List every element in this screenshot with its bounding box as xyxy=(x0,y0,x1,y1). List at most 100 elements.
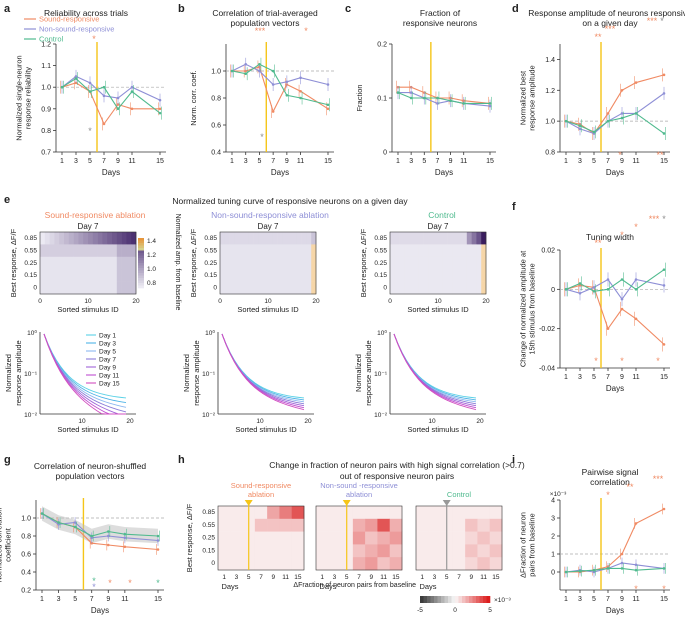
heatmap-cell xyxy=(452,244,458,258)
data-point xyxy=(102,122,106,126)
heatmap-cell xyxy=(428,244,434,258)
heatmap-cell xyxy=(78,281,84,295)
heatmap-cell xyxy=(258,256,264,270)
heatmap-cell xyxy=(418,269,424,282)
heatmap-cell xyxy=(68,256,74,270)
data-point xyxy=(57,523,60,526)
heatmap-cell xyxy=(306,244,312,258)
colorbar-cell xyxy=(423,596,428,603)
panel-letter-c: c xyxy=(345,3,351,15)
curve-y-label: response amplitude xyxy=(192,340,201,405)
x-tick-label: 5 xyxy=(88,158,92,165)
x-axis-label: Days xyxy=(435,168,453,177)
heatmap-cell xyxy=(68,269,74,282)
x-tick-label: 3 xyxy=(578,596,582,603)
heatmap-cell xyxy=(107,256,113,270)
heatmap-cell xyxy=(220,281,226,295)
heatmap-y-tick: 0.55 xyxy=(202,522,215,529)
data-point xyxy=(578,124,582,128)
heatmap-x-tick: 7 xyxy=(457,574,461,581)
heatmap-cell xyxy=(279,506,293,520)
heatmap-cell xyxy=(292,244,298,258)
data-point xyxy=(422,96,426,100)
significance-star: * xyxy=(156,578,160,588)
heatmap-cell xyxy=(418,256,424,270)
heatmap-cell xyxy=(44,256,50,270)
heatmap-cell xyxy=(230,518,243,532)
data-point xyxy=(409,96,413,100)
heatmap-cell xyxy=(107,269,113,282)
x-tick-label: 11 xyxy=(297,158,304,165)
heatmap-x-label: Sorted stimulus ID xyxy=(407,305,469,314)
chart-g-shuffled-correlation: Correlation of neuron-shuffledpopulation… xyxy=(0,461,164,615)
heatmap-cell xyxy=(59,269,65,282)
heatmap-cell xyxy=(282,244,288,258)
chart-c-title: Fraction of xyxy=(420,8,461,18)
tuning-curve-day-15 xyxy=(221,333,305,411)
heatmap-cell xyxy=(59,232,65,245)
y-tick-label: 0.9 xyxy=(41,106,51,113)
panel-e-title: Normalized tuning curve of responsive ne… xyxy=(172,196,408,206)
panel-letter-i: i xyxy=(512,454,515,466)
legend-label: Day 1 xyxy=(99,333,116,340)
heatmap-cell xyxy=(229,232,235,245)
heatmap-cell xyxy=(471,256,477,270)
x-tick-label: 5 xyxy=(73,596,77,603)
panel-h-title: Change in fraction of neuron pairs with … xyxy=(269,460,525,470)
heatmap-cell xyxy=(279,531,293,545)
x-tick-label: 11 xyxy=(632,596,639,603)
heatmap-cell xyxy=(49,244,55,258)
heatmap-cell xyxy=(471,232,477,245)
heatmap-y-tick: 0.55 xyxy=(24,247,37,254)
data-point xyxy=(634,563,638,567)
heatmap-x-tick: 10 xyxy=(84,298,92,305)
x-tick-label: 3 xyxy=(74,158,78,165)
heatmap-cell xyxy=(78,244,84,258)
heatmap-cell xyxy=(49,256,55,270)
heatmap-cell xyxy=(462,269,468,282)
heatmap-cell xyxy=(465,506,478,520)
heatmap-cell xyxy=(126,244,132,258)
heatmap-cell xyxy=(40,232,46,245)
x-tick-label: 1 xyxy=(230,158,234,165)
heatmap-cell xyxy=(131,244,137,258)
colorbar-cell xyxy=(444,596,449,603)
heatmap-cell xyxy=(365,531,378,545)
panel-h-subtitle: out of responsive neuron pairs xyxy=(340,471,454,481)
data-point xyxy=(662,507,666,511)
heatmap-cell xyxy=(112,269,118,282)
heatmap-cell xyxy=(292,281,298,295)
data-point xyxy=(158,98,162,102)
heatmap-cell xyxy=(328,518,341,532)
heatmap-cell xyxy=(254,544,268,558)
data-point xyxy=(40,512,44,515)
panel-h-group-label: Sound-responsive xyxy=(231,481,291,490)
panel-letter-f: f xyxy=(512,201,516,213)
heatmap-cell xyxy=(311,256,317,270)
heatmap-cell xyxy=(258,244,264,258)
data-point xyxy=(74,77,78,80)
heatmap-cell xyxy=(390,232,396,245)
heatmap-cell xyxy=(452,557,466,571)
heatmap-cell xyxy=(428,544,441,558)
y-tick-label: 0.02 xyxy=(541,248,555,255)
data-point xyxy=(116,107,120,111)
panel-h: Change in fraction of neuron pairs with … xyxy=(185,460,525,614)
heatmap-cell xyxy=(296,244,302,258)
heatmap-x-tick: 1 xyxy=(320,574,324,581)
heatmap-cell xyxy=(462,244,468,258)
heatmap-cell xyxy=(263,232,269,245)
x-tick-label: 5 xyxy=(592,596,596,603)
legend-label: Day 9 xyxy=(99,365,116,372)
legend-a: Sound-responsive Non-sound-responsive Co… xyxy=(24,15,114,44)
heatmap-cell xyxy=(234,244,240,258)
heatmap-cell xyxy=(277,269,283,282)
data-point xyxy=(244,69,248,73)
data-point xyxy=(409,91,413,94)
y-tick-label: 1.0 xyxy=(41,85,51,92)
heatmap-cell xyxy=(88,256,94,270)
heatmap-cell xyxy=(433,281,439,295)
x-tick-label: 3 xyxy=(57,596,61,603)
heatmap-cell xyxy=(112,281,118,295)
heatmap-y-tick: 0.55 xyxy=(374,247,387,254)
